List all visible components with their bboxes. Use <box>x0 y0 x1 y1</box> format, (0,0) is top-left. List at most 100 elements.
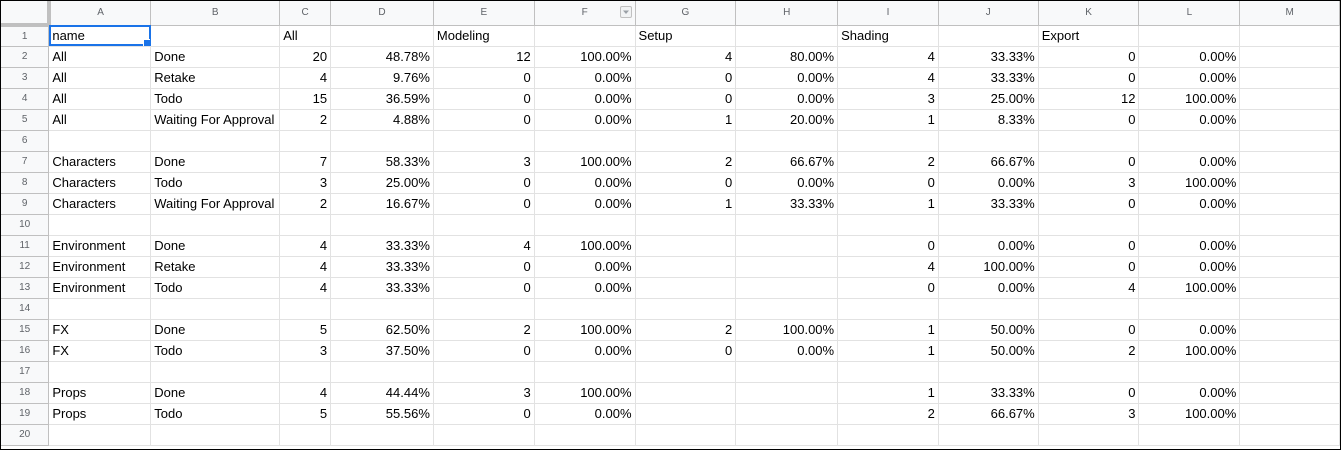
cell-f4[interactable]: 0.00% <box>534 88 636 110</box>
cell-l13[interactable]: 100.00% <box>1138 277 1241 299</box>
column-header-e[interactable]: E <box>433 1 535 26</box>
cell-b16[interactable]: Todo <box>150 340 281 362</box>
cell-b9[interactable]: Waiting For Approval <box>150 193 281 215</box>
cell-j15[interactable]: 50.00% <box>938 319 1039 341</box>
cell-g10[interactable] <box>635 214 737 236</box>
cell-d20[interactable] <box>330 424 434 446</box>
column-header-g[interactable]: G <box>635 1 737 26</box>
cell-f3[interactable]: 0.00% <box>534 67 636 89</box>
cell-k1[interactable]: Export <box>1038 25 1140 47</box>
cell-c15[interactable]: 5 <box>279 319 332 341</box>
cell-h18[interactable] <box>735 382 839 404</box>
cell-f6[interactable] <box>534 130 636 152</box>
cell-h14[interactable] <box>735 298 839 320</box>
cell-b8[interactable]: Todo <box>150 172 281 194</box>
cell-f19[interactable]: 0.00% <box>534 403 636 425</box>
cell-f1[interactable] <box>534 25 636 47</box>
cell-a17[interactable] <box>48 361 152 383</box>
row-header[interactable]: 15 <box>1 319 50 341</box>
cell-b17[interactable] <box>150 361 281 383</box>
cell-f14[interactable] <box>534 298 636 320</box>
cell-g20[interactable] <box>635 424 737 446</box>
cell-d16[interactable]: 37.50% <box>330 340 434 362</box>
cell-b5[interactable]: Waiting For Approval <box>150 109 281 131</box>
cell-c9[interactable]: 2 <box>279 193 332 215</box>
cell-h5[interactable]: 20.00% <box>735 109 839 131</box>
cell-m15[interactable] <box>1239 319 1340 341</box>
cell-i15[interactable]: 1 <box>837 319 939 341</box>
cell-m11[interactable] <box>1239 235 1340 257</box>
cell-a16[interactable]: FX <box>48 340 152 362</box>
cell-g8[interactable]: 0 <box>635 172 737 194</box>
cell-h4[interactable]: 0.00% <box>735 88 839 110</box>
cell-c13[interactable]: 4 <box>279 277 332 299</box>
row-header[interactable]: 1 <box>1 25 50 47</box>
cell-j12[interactable]: 100.00% <box>938 256 1039 278</box>
cell-i12[interactable]: 4 <box>837 256 939 278</box>
cell-g19[interactable] <box>635 403 737 425</box>
cell-a1[interactable]: name <box>48 25 152 47</box>
filter-dropdown-icon[interactable] <box>619 6 632 18</box>
row-header[interactable]: 18 <box>1 382 50 404</box>
cell-d15[interactable]: 62.50% <box>330 319 434 341</box>
cell-b1[interactable] <box>150 25 281 47</box>
cell-c5[interactable]: 2 <box>279 109 332 131</box>
cell-i9[interactable]: 1 <box>837 193 939 215</box>
cell-h1[interactable] <box>735 25 839 47</box>
cell-h13[interactable] <box>735 277 839 299</box>
cell-m5[interactable] <box>1239 109 1340 131</box>
cell-g18[interactable] <box>635 382 737 404</box>
cell-e12[interactable]: 0 <box>433 256 535 278</box>
cell-d5[interactable]: 4.88% <box>330 109 434 131</box>
cell-e11[interactable]: 4 <box>433 235 535 257</box>
row-header[interactable]: 5 <box>1 109 50 131</box>
cell-m13[interactable] <box>1239 277 1340 299</box>
cell-d13[interactable]: 33.33% <box>330 277 434 299</box>
cell-g4[interactable]: 0 <box>635 88 737 110</box>
row-header[interactable]: 3 <box>1 67 50 89</box>
cell-d1[interactable] <box>330 25 434 47</box>
cell-f15[interactable]: 100.00% <box>534 319 636 341</box>
cell-g11[interactable] <box>635 235 737 257</box>
cell-k4[interactable]: 12 <box>1038 88 1140 110</box>
cell-j9[interactable]: 33.33% <box>938 193 1039 215</box>
cell-j3[interactable]: 33.33% <box>938 67 1039 89</box>
cell-e2[interactable]: 12 <box>433 46 535 68</box>
cell-h3[interactable]: 0.00% <box>735 67 839 89</box>
cell-l14[interactable] <box>1138 298 1241 320</box>
row-header[interactable]: 4 <box>1 88 50 110</box>
cell-j19[interactable]: 66.67% <box>938 403 1039 425</box>
cell-l20[interactable] <box>1138 424 1241 446</box>
cell-m16[interactable] <box>1239 340 1340 362</box>
cell-e9[interactable]: 0 <box>433 193 535 215</box>
cell-h7[interactable]: 66.67% <box>735 151 839 173</box>
cell-f10[interactable] <box>534 214 636 236</box>
cell-j1[interactable] <box>938 25 1039 47</box>
cell-e20[interactable] <box>433 424 535 446</box>
cell-i7[interactable]: 2 <box>837 151 939 173</box>
cell-i11[interactable]: 0 <box>837 235 939 257</box>
cell-k9[interactable]: 0 <box>1038 193 1140 215</box>
cell-e7[interactable]: 3 <box>433 151 535 173</box>
cell-m9[interactable] <box>1239 193 1340 215</box>
cell-k6[interactable] <box>1038 130 1140 152</box>
cell-k3[interactable]: 0 <box>1038 67 1140 89</box>
cell-l16[interactable]: 100.00% <box>1138 340 1241 362</box>
cell-i10[interactable] <box>837 214 939 236</box>
cell-d14[interactable] <box>330 298 434 320</box>
cell-l11[interactable]: 0.00% <box>1138 235 1241 257</box>
cell-g14[interactable] <box>635 298 737 320</box>
cell-f16[interactable]: 0.00% <box>534 340 636 362</box>
cell-k2[interactable]: 0 <box>1038 46 1140 68</box>
column-header-a[interactable]: A <box>48 1 152 26</box>
cell-g16[interactable]: 0 <box>635 340 737 362</box>
cell-f8[interactable]: 0.00% <box>534 172 636 194</box>
cell-m18[interactable] <box>1239 382 1340 404</box>
row-header[interactable]: 12 <box>1 256 50 278</box>
cell-l12[interactable]: 0.00% <box>1138 256 1241 278</box>
cell-i18[interactable]: 1 <box>837 382 939 404</box>
cell-k20[interactable] <box>1038 424 1140 446</box>
row-header[interactable]: 13 <box>1 277 50 299</box>
cell-l10[interactable] <box>1138 214 1241 236</box>
cell-l3[interactable]: 0.00% <box>1138 67 1241 89</box>
